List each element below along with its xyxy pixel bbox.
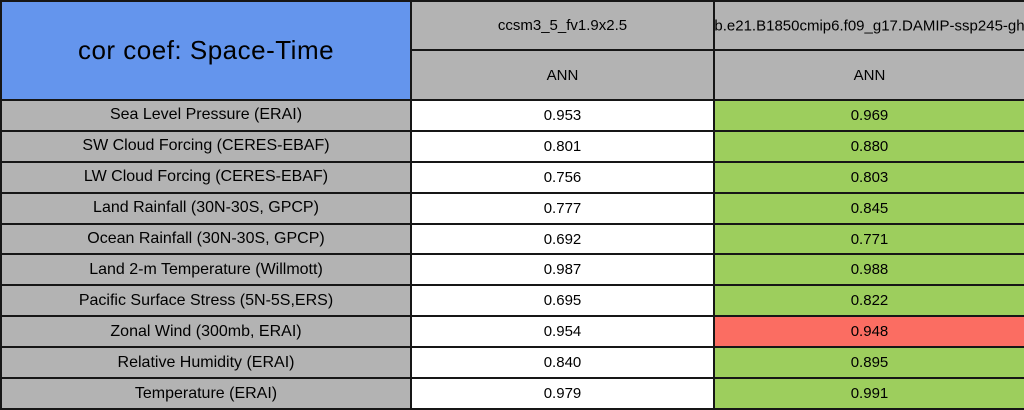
- value-cell-control: 0.954: [410, 315, 715, 349]
- row-label-cell: LW Cloud Forcing (CERES-EBAF): [0, 160, 412, 194]
- model-header-control: ccsm3_5_fv1.9x2.5: [410, 0, 715, 51]
- table-header: cor coef: Space-Time ccsm3_5_fv1.9x2.5 b…: [0, 0, 1024, 101]
- row-label-cell: SW Cloud Forcing (CERES-EBAF): [0, 129, 412, 163]
- value-cell-test: 0.822: [713, 284, 1024, 318]
- value-cell-control: 0.692: [410, 222, 715, 256]
- value-cell-control: 0.756: [410, 160, 715, 194]
- table-row: Sea Level Pressure (ERAI) 0.953 0.969: [0, 99, 1024, 132]
- table-row: Relative Humidity (ERAI) 0.840 0.895: [0, 346, 1024, 380]
- row-label-cell: Temperature (ERAI): [0, 377, 412, 410]
- table-row: Temperature (ERAI) 0.979 0.991: [0, 377, 1024, 410]
- row-label-cell: Pacific Surface Stress (5N-5S,ERS): [0, 284, 412, 318]
- table-row: Pacific Surface Stress (5N-5S,ERS) 0.695 0…: [0, 284, 1024, 318]
- season-header-test: ANN: [713, 49, 1024, 101]
- value-cell-test: 0.880: [713, 129, 1024, 163]
- model-header-row: cor coef: Space-Time ccsm3_5_fv1.9x2.5 b…: [0, 0, 1024, 101]
- value-cell-control: 0.979: [410, 377, 715, 410]
- value-cell-test: 0.948: [713, 315, 1024, 349]
- model-header-test-label: b.e21.B1850cmip6.f09_g17.DAMIP-ssp245-gh: [714, 17, 1024, 34]
- table-row: Land 2-m Temperature (Willmott) 0.987 0.98…: [0, 253, 1024, 287]
- value-cell-control: 0.953: [410, 99, 715, 132]
- value-cell-test: 0.969: [713, 99, 1024, 132]
- table-row: Land Rainfall (30N-30S, GPCP) 0.777 0.845: [0, 191, 1024, 225]
- value-cell-control: 0.777: [410, 191, 715, 225]
- table-row: Zonal Wind (300mb, ERAI) 0.954 0.948: [0, 315, 1024, 349]
- value-cell-test: 0.895: [713, 346, 1024, 380]
- row-label-cell: Land 2-m Temperature (Willmott): [0, 253, 412, 287]
- row-label-cell: Land Rainfall (30N-30S, GPCP): [0, 191, 412, 225]
- value-cell-test: 0.771: [713, 222, 1024, 256]
- table-row: LW Cloud Forcing (CERES-EBAF) 0.756 0.803: [0, 160, 1024, 194]
- row-label-cell: Zonal Wind (300mb, ERAI): [0, 315, 412, 349]
- table-title: cor coef: Space-Time: [0, 0, 412, 101]
- table-body: Sea Level Pressure (ERAI) 0.953 0.969 SW Cl…: [0, 99, 1024, 410]
- value-cell-control: 0.987: [410, 253, 715, 287]
- value-cell-test: 0.991: [713, 377, 1024, 410]
- value-cell-control: 0.840: [410, 346, 715, 380]
- season-header-control: ANN: [410, 49, 715, 101]
- value-cell-test: 0.988: [713, 253, 1024, 287]
- row-label-cell: Ocean Rainfall (30N-30S, GPCP): [0, 222, 412, 256]
- value-cell-control: 0.801: [410, 129, 715, 163]
- table-row: SW Cloud Forcing (CERES-EBAF) 0.801 0.880: [0, 129, 1024, 163]
- value-cell-test: 0.803: [713, 160, 1024, 194]
- model-header-test: b.e21.B1850cmip6.f09_g17.DAMIP-ssp245-gh: [713, 0, 1024, 51]
- row-label-cell: Sea Level Pressure (ERAI): [0, 99, 412, 132]
- value-cell-test: 0.845: [713, 191, 1024, 225]
- row-label-cell: Relative Humidity (ERAI): [0, 346, 412, 380]
- table-row: Ocean Rainfall (30N-30S, GPCP) 0.692 0.771: [0, 222, 1024, 256]
- value-cell-control: 0.695: [410, 284, 715, 318]
